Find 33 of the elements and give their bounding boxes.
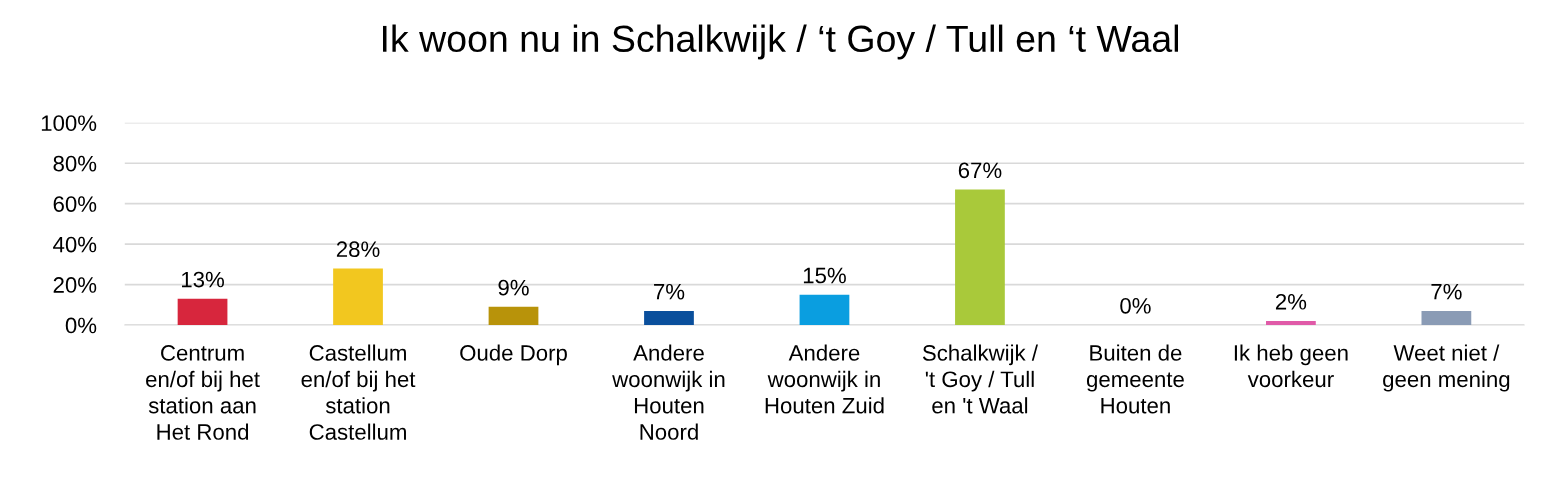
bar: [333, 268, 383, 326]
x-tick-label: Centrum en/of bij het station aan Het Rond: [146, 345, 260, 440]
data-label: 7%: [654, 283, 685, 300]
x-tick-label: Buiten de gemeente Houten: [1086, 344, 1184, 414]
bar: [644, 310, 694, 326]
y-tick-label: 40%: [53, 236, 97, 253]
y-tick-label: 20%: [53, 277, 97, 293]
data-label: 15%: [803, 267, 846, 284]
data-label: 13%: [182, 271, 224, 288]
x-tick-label: Ik heb geen voorkeur: [1234, 344, 1348, 388]
bar: [177, 298, 228, 326]
data-label: 67%: [958, 162, 1002, 179]
chart-title: Ik woon nu in Schalkwijk / ‘t Goy / Tull en ‘t Waal: [382, 24, 1179, 60]
bar: [799, 294, 850, 326]
data-label: 7%: [1431, 283, 1462, 300]
data-label: 28%: [336, 241, 380, 258]
x-tick-label: Castellum en/of bij het station Castellum: [301, 344, 416, 440]
bar: [1266, 321, 1316, 326]
data-label: 0%: [1120, 297, 1151, 314]
y-tick-label: 100%: [41, 115, 97, 132]
x-tick-label: Andere woonwijk in Houten Noord: [612, 344, 725, 440]
x-tick-label: Schalkwijk / 't Goy / Tull en 't Waal: [922, 344, 1038, 414]
bar: [1421, 310, 1472, 326]
data-label: 9%: [498, 279, 529, 296]
bar: [488, 306, 539, 326]
data-label: 2%: [1275, 293, 1307, 310]
bar: [955, 189, 1005, 326]
y-tick-label: 80%: [53, 155, 97, 172]
y-tick-label: 0%: [65, 317, 97, 334]
x-tick-label: Oude Dorp: [460, 344, 567, 366]
y-tick-label: 60%: [53, 196, 97, 212]
x-tick-label: Andere woonwijk in Houten Zuid: [765, 344, 884, 414]
x-tick-label: Weet niet / geen mening: [1383, 344, 1510, 392]
